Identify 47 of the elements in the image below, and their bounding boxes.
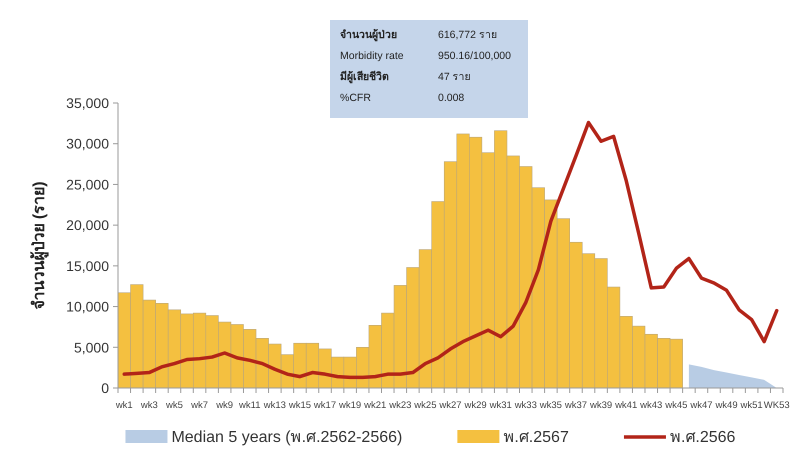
x-tick-label: wk17 xyxy=(312,400,336,411)
annotation: %CFR xyxy=(340,92,372,104)
x-tick-label: wk39 xyxy=(588,400,612,411)
y-tick-label: 0 xyxy=(101,380,110,396)
text: มีผู้เสียชีวิต xyxy=(340,70,389,84)
y-tick-label: 10,000 xyxy=(66,298,110,315)
y-tick-label: 20,000 xyxy=(66,217,110,234)
x-tick-label: wk31 xyxy=(488,400,512,411)
x-tick-label: wk35 xyxy=(538,400,562,411)
annotation: 0.008 xyxy=(438,92,464,104)
x-tick-label: wk27 xyxy=(438,400,462,411)
x-tick-label: wk1 xyxy=(114,400,133,411)
x-tick-label: wk21 xyxy=(363,400,386,411)
y-tick-label: 35,000 xyxy=(66,95,110,111)
x-tick-label: wk11 xyxy=(238,400,260,411)
x-tick-label: wk29 xyxy=(464,400,487,411)
x-tick-label: wk49 xyxy=(714,400,738,411)
legend-label: พ.ศ.2567 xyxy=(503,429,569,446)
legend-label: พ.ศ.2566 xyxy=(670,429,736,446)
text: 616,772 ราย xyxy=(438,29,497,41)
text: 950.16/100,000 xyxy=(438,50,512,62)
y-axis-title: จำนวนผู้ป่วย (ราย) xyxy=(30,181,50,310)
x-tick-label: wk37 xyxy=(564,400,588,411)
x-tick-label: WK53 xyxy=(764,400,790,411)
y-tick-label: 25,000 xyxy=(66,176,110,192)
x-tick-label: wk47 xyxy=(689,400,713,411)
x-tick-label: wk7 xyxy=(190,400,208,411)
x-tick-label: wk25 xyxy=(413,400,436,411)
x-tick-label: wk41 xyxy=(614,400,638,411)
x-tick-label: wk51 xyxy=(740,400,763,411)
x-tick-label: wk23 xyxy=(388,400,412,411)
legend-label: Median 5 years (พ.ศ.2562-2566) xyxy=(171,429,402,446)
text: 47 ราย xyxy=(438,71,471,83)
text: จำนวนผู้ป่วย xyxy=(340,28,397,42)
text: Morbidity rate xyxy=(340,50,404,62)
x-tick-label: wk5 xyxy=(165,400,183,411)
x-tick-label: wk15 xyxy=(288,400,312,411)
x-tick-label: wk13 xyxy=(262,400,286,411)
x-tick-label: wk3 xyxy=(140,400,158,411)
x-tick-label: wk45 xyxy=(664,400,688,411)
x-tick-label: wk9 xyxy=(215,400,234,411)
y-tick-label: 5,000 xyxy=(74,339,110,356)
x-tick-label: wk43 xyxy=(639,400,662,411)
y-tick-label: 30,000 xyxy=(66,136,110,152)
y-tick-label: 15,000 xyxy=(66,258,110,274)
x-tick-label: wk33 xyxy=(514,400,537,411)
x-tick-label: wk19 xyxy=(338,400,362,411)
